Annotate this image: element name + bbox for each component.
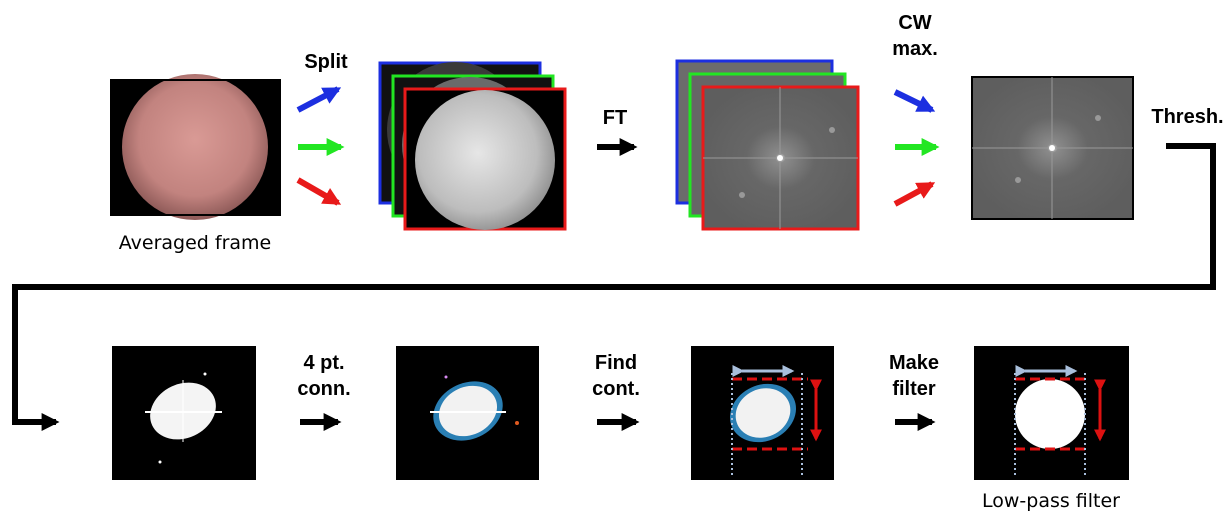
lowpass-filter-image <box>974 346 1129 480</box>
threshold-image <box>112 346 256 480</box>
thresh-label: Thresh. <box>1151 106 1224 128</box>
cwmax-arrows <box>893 89 940 207</box>
cwmax-image <box>971 76 1134 220</box>
spectrum-stack <box>675 59 860 231</box>
four-pt-label: 4 pt. conn. <box>297 352 351 400</box>
make-filter-label: Make filter <box>888 352 940 400</box>
contours-image <box>691 346 834 480</box>
averaged-frame-image <box>110 74 281 220</box>
lowpass-filter-caption: Low-pass filter <box>981 490 1120 512</box>
cwmax-label: CW max. <box>892 12 938 60</box>
find-cont-label: Find cont. <box>592 352 640 400</box>
thresh-connector <box>12 143 1216 431</box>
split-label: Split <box>304 51 348 73</box>
ft-label: FT <box>602 107 628 129</box>
averaged-frame-caption: Averaged frame <box>118 232 272 254</box>
channel-stack <box>378 61 567 231</box>
split-arrows <box>296 86 345 206</box>
components-image <box>396 346 539 480</box>
